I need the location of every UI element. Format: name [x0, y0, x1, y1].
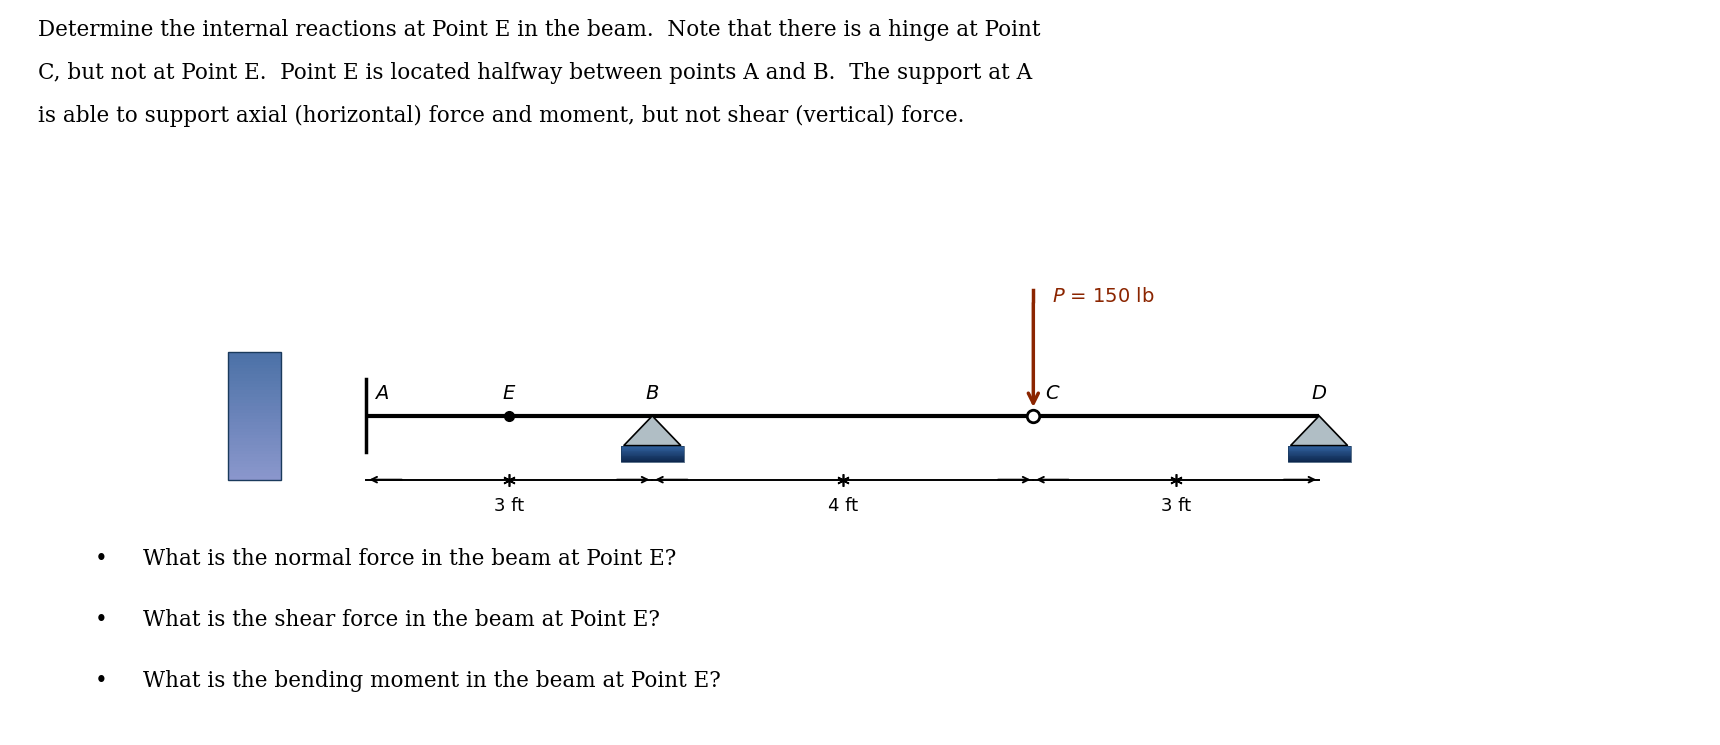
Bar — [229, 463, 280, 467]
Bar — [621, 449, 685, 450]
Bar — [229, 416, 280, 419]
Text: 4 ft: 4 ft — [827, 497, 858, 515]
Bar — [229, 362, 280, 365]
Bar — [1288, 456, 1350, 457]
Bar — [621, 452, 685, 453]
Text: What is the bending moment in the beam at Point E?: What is the bending moment in the beam a… — [143, 670, 721, 692]
Bar — [229, 352, 280, 355]
Bar — [229, 425, 280, 428]
Bar — [1288, 457, 1350, 458]
Bar — [229, 460, 280, 463]
Bar — [621, 458, 685, 459]
Bar — [1288, 460, 1350, 461]
Bar — [229, 371, 280, 375]
Bar — [229, 422, 280, 425]
Bar — [229, 400, 280, 403]
Bar — [621, 450, 685, 451]
Bar — [229, 397, 280, 400]
Bar — [621, 453, 685, 454]
Text: Determine the internal reactions at Point E in the beam.  Note that there is a h: Determine the internal reactions at Poin… — [38, 19, 1041, 41]
Bar — [229, 445, 280, 448]
Text: $C$: $C$ — [1044, 384, 1060, 402]
Bar — [1288, 450, 1350, 451]
Bar — [229, 477, 280, 480]
Text: What is the shear force in the beam at Point E?: What is the shear force in the beam at P… — [143, 609, 660, 631]
Bar — [229, 393, 280, 397]
Bar — [229, 375, 280, 378]
Bar — [229, 406, 280, 410]
Bar — [229, 454, 280, 457]
Bar — [1288, 447, 1350, 448]
Bar — [621, 456, 685, 457]
Bar — [229, 355, 280, 358]
Bar — [229, 467, 280, 470]
Bar — [229, 403, 280, 406]
Polygon shape — [624, 416, 681, 446]
Bar — [229, 435, 280, 438]
Bar — [621, 447, 685, 448]
Bar — [229, 441, 280, 445]
Bar — [229, 419, 280, 422]
Bar — [621, 454, 685, 456]
Bar — [229, 428, 280, 432]
Bar — [229, 365, 280, 368]
Bar — [1288, 452, 1350, 453]
Bar — [229, 378, 280, 381]
Bar — [229, 368, 280, 371]
Bar — [1288, 461, 1350, 462]
Bar — [229, 410, 280, 413]
Bar — [621, 451, 685, 452]
Text: •: • — [95, 548, 107, 570]
Text: $D$: $D$ — [1311, 384, 1328, 402]
Text: $A$: $A$ — [375, 384, 389, 402]
Bar — [229, 390, 280, 393]
Bar — [621, 457, 685, 458]
Bar — [621, 459, 685, 460]
Bar — [621, 446, 685, 447]
Bar — [1288, 458, 1350, 459]
Bar — [1288, 453, 1350, 454]
Bar — [1288, 446, 1350, 462]
Text: •: • — [95, 670, 107, 692]
Text: 3 ft: 3 ft — [1161, 497, 1192, 515]
Text: $E$: $E$ — [502, 384, 516, 402]
Bar — [1288, 448, 1350, 449]
Bar — [229, 387, 280, 390]
Bar — [229, 352, 280, 480]
Bar — [229, 358, 280, 362]
Bar — [229, 438, 280, 441]
Bar — [229, 384, 280, 387]
Bar — [621, 460, 685, 461]
Text: $B$: $B$ — [645, 384, 659, 402]
Bar — [229, 448, 280, 451]
Bar — [621, 446, 685, 462]
Text: is able to support axial (horizontal) force and moment, but not shear (vertical): is able to support axial (horizontal) fo… — [38, 105, 965, 127]
Text: •: • — [95, 609, 107, 631]
Bar — [229, 470, 280, 473]
Polygon shape — [1290, 416, 1348, 446]
Text: $\mathit{P}$ = 150 lb: $\mathit{P}$ = 150 lb — [1053, 287, 1156, 306]
Text: What is the normal force in the beam at Point E?: What is the normal force in the beam at … — [143, 548, 676, 570]
Bar — [229, 451, 280, 454]
Bar — [1288, 449, 1350, 450]
Bar — [1288, 446, 1350, 447]
Bar — [229, 473, 280, 477]
Bar — [621, 448, 685, 449]
Bar — [1288, 451, 1350, 452]
Bar — [229, 432, 280, 435]
Bar — [229, 381, 280, 384]
Bar — [229, 457, 280, 460]
Text: 3 ft: 3 ft — [494, 497, 525, 515]
Bar — [1288, 459, 1350, 460]
Bar — [229, 413, 280, 416]
Bar — [1288, 454, 1350, 456]
Text: C, but not at Point E.  Point E is located halfway between points A and B.  The : C, but not at Point E. Point E is locate… — [38, 62, 1032, 84]
Bar — [621, 461, 685, 462]
